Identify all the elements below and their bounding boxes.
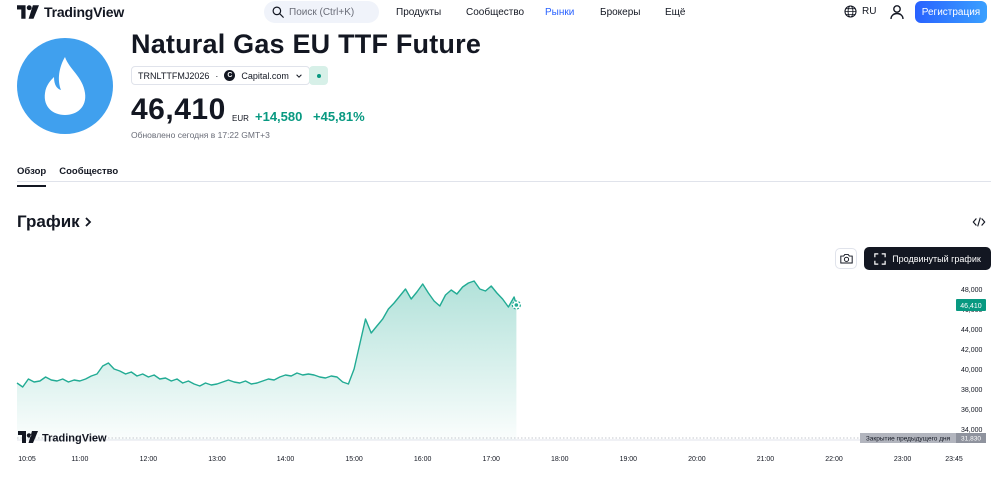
search-icon (272, 6, 284, 18)
last-updated-text: Обновлено сегодня в 17:22 GMT+3 (131, 130, 270, 140)
tabs-divider (17, 181, 991, 182)
chevron-right-icon (85, 217, 91, 227)
search-input[interactable] (289, 6, 369, 18)
nav-markets[interactable]: Рынки (545, 7, 575, 18)
ticker-code: TRNLTTFMJ2026 (138, 70, 210, 81)
y-axis-tick-label: 40,000 (961, 367, 983, 374)
y-axis-tick-label: 48,000 (961, 287, 983, 294)
tradingview-logo[interactable]: TradingView (17, 4, 124, 20)
camera-icon (839, 253, 853, 264)
x-axis-tick-label: 14:00 (277, 456, 295, 463)
nav-more[interactable]: Ещё (665, 7, 686, 18)
y-axis-tick-label: 34,000 (961, 427, 983, 434)
nav-products[interactable]: Продукты (396, 7, 442, 18)
logo-text: TradingView (44, 4, 125, 20)
x-axis-tick-label: 16:00 (414, 456, 432, 463)
language-label: RU (862, 6, 877, 17)
price-line (16, 280, 518, 388)
separator-dot: · (215, 70, 219, 81)
symbol-title: Natural Gas EU TTF Future (131, 29, 482, 59)
prev-close-caption-bg (860, 433, 956, 443)
watermark-text: TradingView (42, 433, 107, 445)
y-axis-tick-label: 38,000 (961, 387, 983, 394)
current-price: 46,410 (131, 93, 226, 126)
advanced-chart-button[interactable]: Продвинутый график (864, 247, 991, 270)
chevron-down-icon (296, 73, 302, 78)
tab-community[interactable]: Сообщество (59, 166, 119, 177)
x-axis-tick-label: 23:45 (945, 456, 963, 463)
flame-icon (44, 57, 86, 115)
price-currency: EUR (232, 114, 249, 123)
watermark-logo-icon (18, 431, 38, 443)
ticker-selector[interactable]: TRNLTTFMJ2026 · C Capital.com (131, 66, 310, 85)
chart-section-label: График (17, 212, 80, 231)
provider-logo-icon: C (224, 70, 236, 81)
prev-close-value-bg (956, 433, 986, 443)
embed-code-icon[interactable] (972, 215, 986, 229)
x-axis-tick-label: 11:00 (71, 456, 88, 463)
x-axis-tick-label: 13:00 (208, 456, 226, 463)
tab-overview[interactable]: Обзор (17, 166, 47, 187)
price-change-absolute: +14,580 (255, 109, 303, 124)
fullscreen-icon (874, 252, 886, 265)
language-selector[interactable]: RU (844, 5, 876, 18)
symbol-icon (17, 38, 113, 134)
tradingview-logo-icon (17, 5, 39, 19)
top-navbar: TradingView Продукты Сообщество Рынки Бр… (0, 0, 1000, 26)
x-axis-tick-label: 12:00 (140, 456, 158, 463)
x-axis-tick-label: 19:00 (620, 456, 638, 463)
provider-name: Capital.com (241, 70, 289, 81)
x-axis-tick-label: 20:00 (688, 456, 706, 463)
chart-watermark: TradingView (18, 431, 107, 445)
y-axis-tick-label: 36,000 (961, 407, 983, 414)
nav-community[interactable]: Сообщество (466, 7, 525, 18)
x-axis-tick-label: 23:00 (894, 456, 912, 463)
advanced-chart-label: Продвинутый график (892, 253, 981, 264)
price-change-percent: +45,81% (313, 109, 365, 124)
price-area-fill (17, 281, 517, 440)
x-axis-tick-label: 22:00 (825, 456, 843, 463)
register-button[interactable]: Регистрация (915, 1, 987, 23)
x-axis-tick-label: 21:00 (757, 456, 775, 463)
chart-section-title[interactable]: График (17, 212, 92, 232)
nav-brokers[interactable]: Брокеры (600, 7, 641, 18)
x-axis-tick-label: 17:00 (482, 456, 500, 463)
y-axis-tick-label: 44,000 (961, 327, 983, 334)
market-status-badge[interactable] (309, 66, 328, 85)
market-open-dot (316, 73, 321, 78)
screenshot-button[interactable] (835, 248, 857, 269)
y-axis-tick-label: 42,000 (961, 347, 983, 354)
symbol-tabs: Обзор Сообщество (17, 166, 118, 187)
last-price-dot (514, 303, 519, 307)
prev-close-value: 31,830 (961, 436, 981, 443)
x-axis-tick-label: 18:00 (551, 456, 569, 463)
x-axis-tick-label: 15:00 (345, 456, 363, 463)
x-axis-tick-label: 10:05 (18, 456, 36, 463)
search-box[interactable] (264, 1, 379, 23)
prev-close-caption: Закрытие предыдущего дня (866, 436, 951, 443)
user-icon[interactable] (889, 4, 905, 20)
price-chart[interactable]: 48,00046,00044,00042,00040,00038,00036,0… (0, 270, 1000, 477)
globe-icon (844, 5, 857, 18)
last-price-label: 46,410 (960, 303, 982, 310)
last-price-badge (956, 299, 986, 311)
